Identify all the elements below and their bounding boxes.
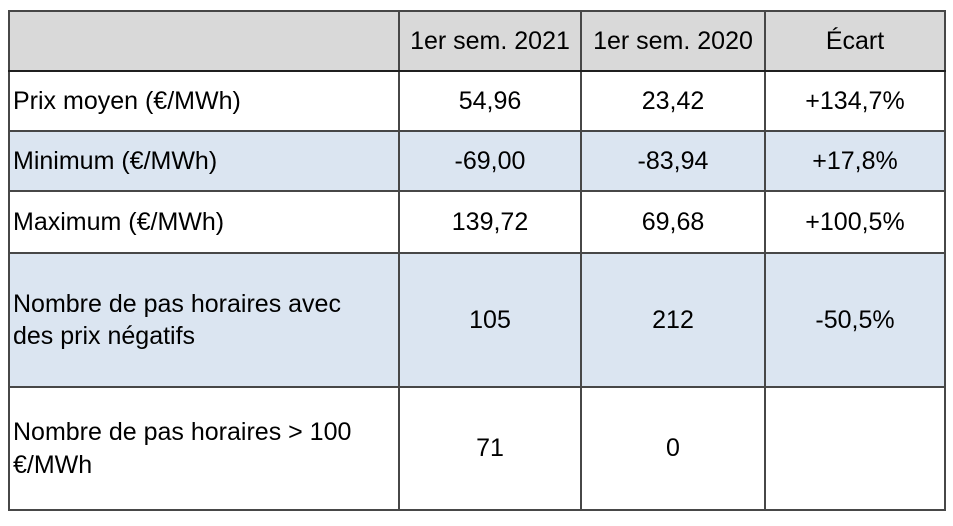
- column-header-ecart: Écart: [764, 10, 946, 72]
- column-header-sem-2020: 1er sem. 2020: [580, 10, 766, 72]
- value-2020: 212: [580, 252, 766, 388]
- table-row-minimum: Minimum (€/MWh) -69,00 -83,94 +17,8%: [8, 130, 946, 192]
- value-2021: 105: [398, 252, 582, 388]
- value-ecart: +134,7%: [764, 70, 946, 132]
- value-2020: -83,94: [580, 130, 766, 192]
- value-ecart: -50,5%: [764, 252, 946, 388]
- value-2020: 0: [580, 386, 766, 511]
- table-row-prix-sup-100: Nombre de pas horaires > 100 €/MWh 71 0: [8, 386, 946, 511]
- value-ecart: +100,5%: [764, 190, 946, 254]
- value-2021: 139,72: [398, 190, 582, 254]
- value-2021: 54,96: [398, 70, 582, 132]
- value-ecart: [764, 386, 946, 511]
- row-label: Nombre de pas horaires avec des prix nég…: [8, 252, 400, 388]
- value-2021: 71: [398, 386, 582, 511]
- value-ecart: +17,8%: [764, 130, 946, 192]
- row-label: Maximum (€/MWh): [8, 190, 400, 254]
- column-header-sem-2021: 1er sem. 2021: [398, 10, 582, 72]
- table-row-maximum: Maximum (€/MWh) 139,72 69,68 +100,5%: [8, 190, 946, 254]
- row-label: Minimum (€/MWh): [8, 130, 400, 192]
- column-header-empty: [8, 10, 400, 72]
- value-2021: -69,00: [398, 130, 582, 192]
- value-2020: 69,68: [580, 190, 766, 254]
- value-2020: 23,42: [580, 70, 766, 132]
- row-label: Prix moyen (€/MWh): [8, 70, 400, 132]
- row-label: Nombre de pas horaires > 100 €/MWh: [8, 386, 400, 511]
- table-row-prix-moyen: Prix moyen (€/MWh) 54,96 23,42 +134,7%: [8, 70, 946, 132]
- table-row-prix-negatifs: Nombre de pas horaires avec des prix nég…: [8, 252, 946, 388]
- prices-comparison-table: 1er sem. 2021 1er sem. 2020 Écart Prix m…: [8, 10, 946, 511]
- header-row: 1er sem. 2021 1er sem. 2020 Écart: [8, 10, 946, 72]
